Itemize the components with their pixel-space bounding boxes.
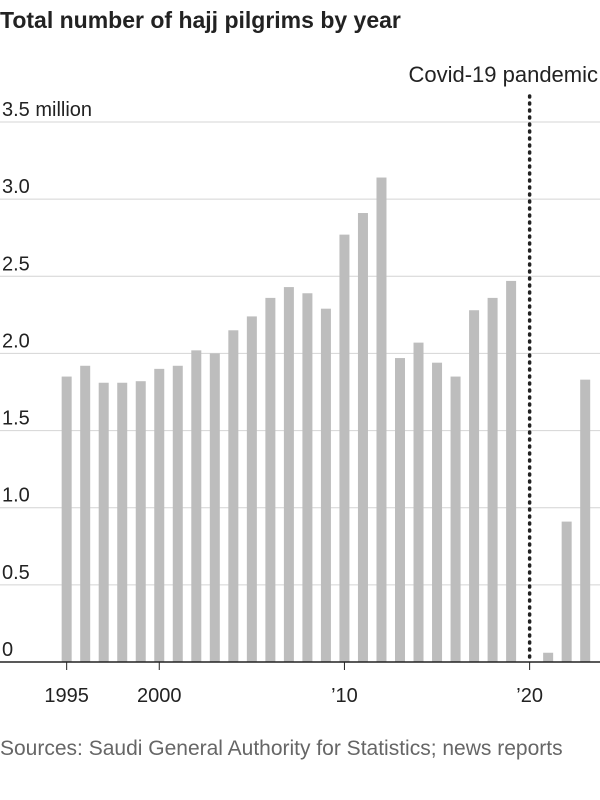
bar [543, 652, 554, 662]
bar [172, 365, 183, 662]
y-tick-label: 3.0 [2, 176, 30, 198]
bar [580, 379, 591, 662]
y-tick-label: 1.0 [2, 485, 30, 507]
bar [376, 177, 387, 663]
bar [320, 308, 331, 662]
y-tick-label: 2.5 [2, 253, 30, 275]
bar [135, 381, 146, 662]
bar [61, 376, 72, 662]
x-tick-label: 1995 [44, 685, 89, 707]
y-tick-label: 1.5 [2, 408, 30, 430]
x-tick-label: ’20 [516, 685, 543, 707]
bar [228, 330, 239, 662]
bar [506, 280, 517, 662]
y-tick-label: 0.5 [2, 562, 30, 584]
bar [487, 297, 498, 662]
x-tick-label: ’10 [331, 685, 358, 707]
bar [469, 310, 480, 662]
bar [154, 368, 165, 662]
bar [80, 365, 91, 662]
y-tick-label: 3.5 million [2, 99, 92, 121]
bar [357, 213, 368, 662]
bar [413, 342, 424, 662]
y-tick-label: 0 [2, 639, 13, 661]
bar [209, 353, 220, 662]
bar [561, 521, 572, 662]
bar [339, 234, 350, 662]
bar [302, 293, 313, 662]
y-tick-label: 2.0 [2, 330, 30, 352]
bar [450, 376, 461, 662]
source-note: Sources: Saudi General Authority for Sta… [0, 737, 563, 760]
bar [432, 362, 443, 662]
chart-title: Total number of hajj pilgrims by year [0, 7, 401, 33]
bar [246, 316, 257, 662]
bar [395, 358, 405, 662]
bar [191, 350, 202, 662]
bar [98, 382, 109, 662]
bar [283, 287, 294, 662]
annotation-label: Covid-19 pandemic [408, 62, 598, 87]
x-tick-label: 2000 [137, 685, 182, 707]
bar [265, 297, 276, 662]
bar [117, 382, 128, 662]
chart: Total number of hajj pilgrims by year 0 0… [0, 7, 600, 707]
